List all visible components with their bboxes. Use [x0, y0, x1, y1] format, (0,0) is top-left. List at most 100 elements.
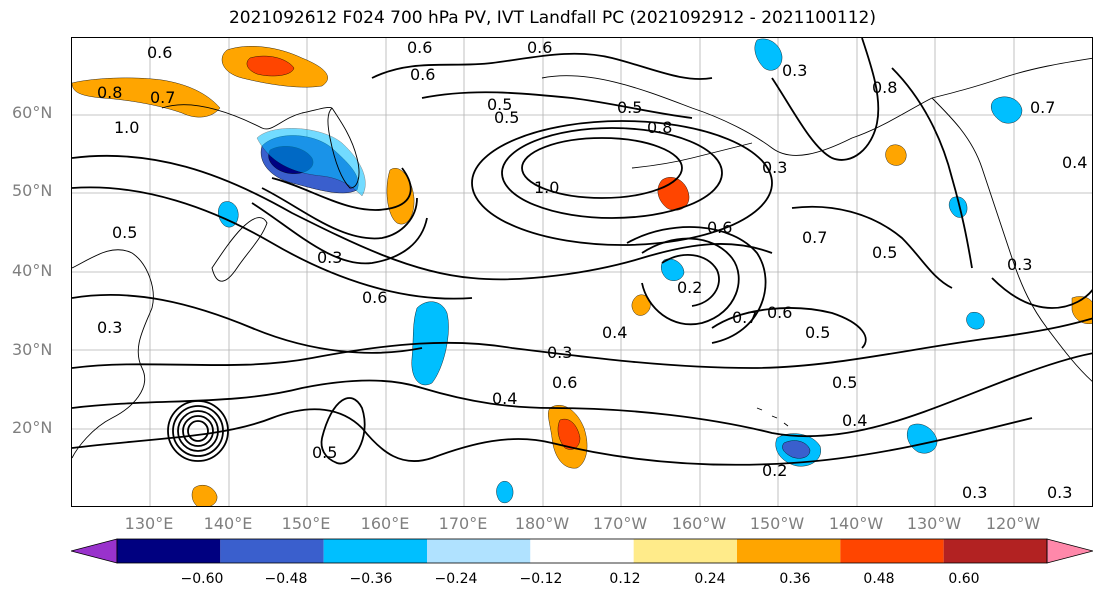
contour-label: 0.3 — [97, 318, 122, 337]
lon-label-170e: 170°E — [438, 514, 488, 533]
contour-label: 0.6 — [147, 43, 172, 62]
colorbar-cell — [323, 539, 427, 563]
contour-label: 0.5 — [805, 323, 830, 342]
contour-label: 0.5 — [617, 98, 642, 117]
contour-160w-1 — [641, 237, 740, 326]
contour-label: 0.3 — [762, 158, 787, 177]
lon-label-180w: 180°W — [514, 514, 570, 533]
contour-label-layer: 0.6 0.6 0.6 0.6 0.8 0.7 1.0 0.5 0.5 0.8 … — [97, 38, 1087, 502]
contour-label: 0.5 — [312, 443, 337, 462]
shade-blob-ne-blue — [991, 96, 1023, 124]
colorbar-cell — [633, 539, 737, 563]
map-svg: 0.6 0.6 0.6 0.6 0.8 0.7 1.0 0.5 0.5 0.8 … — [72, 38, 1092, 506]
coast-kamchatka — [327, 107, 360, 189]
contour-label: 0.6 — [707, 218, 732, 237]
colorbar-tick-label: −0.48 — [264, 571, 308, 587]
lon-label-160w: 160°W — [671, 514, 727, 533]
lat-label-20n: 20°N — [12, 418, 53, 437]
shade-blob-nw-blue — [218, 201, 239, 228]
contour-north-wave-2 — [421, 91, 693, 119]
colorbar-tick-label: −0.36 — [349, 571, 393, 587]
contour-label: 0.3 — [962, 483, 987, 502]
contour-label: 0.4 — [492, 389, 517, 408]
colorbar — [71, 538, 1093, 564]
contour-label: 0.5 — [872, 243, 897, 262]
contour-midlat-2 — [72, 186, 473, 300]
colorbar-tick-label: −0.12 — [519, 571, 563, 587]
coast-hawaii — [756, 407, 789, 427]
shade-blob-wpac-blue — [496, 481, 514, 504]
contour-label: 0.6 — [407, 38, 432, 57]
colorbar-right-arrow — [1046, 538, 1093, 564]
shade-blob-alaska-blue — [754, 38, 783, 71]
contour-label: 0.3 — [782, 61, 807, 80]
contour-southbelt-2 — [72, 352, 1092, 438]
colorbar-tick-label: 0.60 — [948, 571, 980, 587]
coast-okhotsk — [161, 104, 333, 130]
contour-160w-2 — [661, 254, 720, 307]
lon-label-160e: 160°E — [360, 514, 410, 533]
map-title: 2021092612 F024 700 hPa PV, IVT Landfall… — [228, 8, 876, 28]
colorbar-cell — [427, 539, 531, 563]
shade-blob-145w-dark — [782, 440, 811, 459]
contour-label: 1.0 — [534, 178, 559, 197]
contour-label: 0.4 — [842, 411, 867, 430]
contour-typhoon-4 — [172, 405, 224, 457]
shade-blob-165w-blue — [661, 258, 685, 281]
contour-label: 0.8 — [872, 78, 897, 97]
shade-blob-135w-blue — [907, 423, 938, 454]
colorbar-cells — [71, 538, 1093, 564]
coast-japan — [211, 217, 268, 282]
shade-blob-140w-blue2 — [966, 312, 985, 330]
contour-label: 0.5 — [112, 223, 137, 242]
contour-typhoon-5 — [167, 400, 229, 462]
colorbar-border — [116, 538, 1048, 564]
shade-blob-okhotsk-red — [246, 55, 295, 77]
contour-label: 0.6 — [527, 38, 552, 57]
shade-blob-nw-orange — [72, 77, 221, 118]
shade-blob-se-orange — [1071, 296, 1092, 324]
lat-label-40n: 40°N — [12, 261, 53, 280]
contour-label: 0.6 — [410, 65, 435, 84]
contour-label: 0.8 — [97, 83, 122, 102]
contour-160w-3 — [626, 226, 767, 344]
lon-label-130e: 130°E — [124, 514, 174, 533]
contour-label: 0.5 — [487, 95, 512, 114]
contour-label: 0.4 — [1062, 153, 1087, 172]
contour-label: 0.4 — [602, 323, 627, 342]
lon-label-130w: 130°W — [906, 514, 962, 533]
coast-nwcoast — [931, 97, 1092, 382]
lat-label-30n: 30°N — [12, 340, 53, 359]
contour-label: 0.8 — [647, 118, 672, 137]
contour-midlat-1 — [72, 154, 773, 281]
contour-label: 0.6 — [552, 373, 577, 392]
contour-label: 0.5 — [494, 108, 519, 127]
coast-aleutians — [631, 142, 753, 169]
contour-label: 0.3 — [547, 343, 572, 362]
colorbar-cell — [117, 539, 221, 563]
shading-layer — [72, 38, 1092, 506]
contour-highs-center-2 — [501, 127, 723, 219]
contour-label: 0.3 — [1047, 483, 1072, 502]
contour-label: 0.6 — [362, 288, 387, 307]
contour-label: 0.7 — [150, 88, 175, 107]
colorbar-cell — [220, 539, 324, 563]
contour-typhoon-1 — [187, 420, 209, 442]
colorbar-cell — [943, 539, 1047, 563]
lon-label-150e: 150°E — [281, 514, 331, 533]
contour-north-wave — [371, 52, 713, 80]
lon-label-140w: 140°W — [828, 514, 884, 533]
map-panel: 0.6 0.6 0.6 0.6 0.8 0.7 1.0 0.5 0.5 0.8 … — [71, 37, 1093, 507]
contour-ne-1 — [771, 38, 880, 161]
shade-blob-wpac-orange — [191, 485, 218, 506]
contour-label: 0.5 — [832, 373, 857, 392]
contour-southbelt-1 — [72, 317, 1092, 369]
lon-label-150w: 150°W — [749, 514, 805, 533]
contour-label: 0.3 — [317, 248, 342, 267]
contour-kamchatka-1 — [271, 167, 412, 211]
shade-blob-140w-orange — [885, 144, 907, 166]
contour-typhoon-3 — [177, 410, 219, 452]
contour-south-low-1 — [320, 397, 366, 465]
contour-label: 0.6 — [767, 303, 792, 322]
colorbar-left-arrow — [71, 538, 118, 564]
